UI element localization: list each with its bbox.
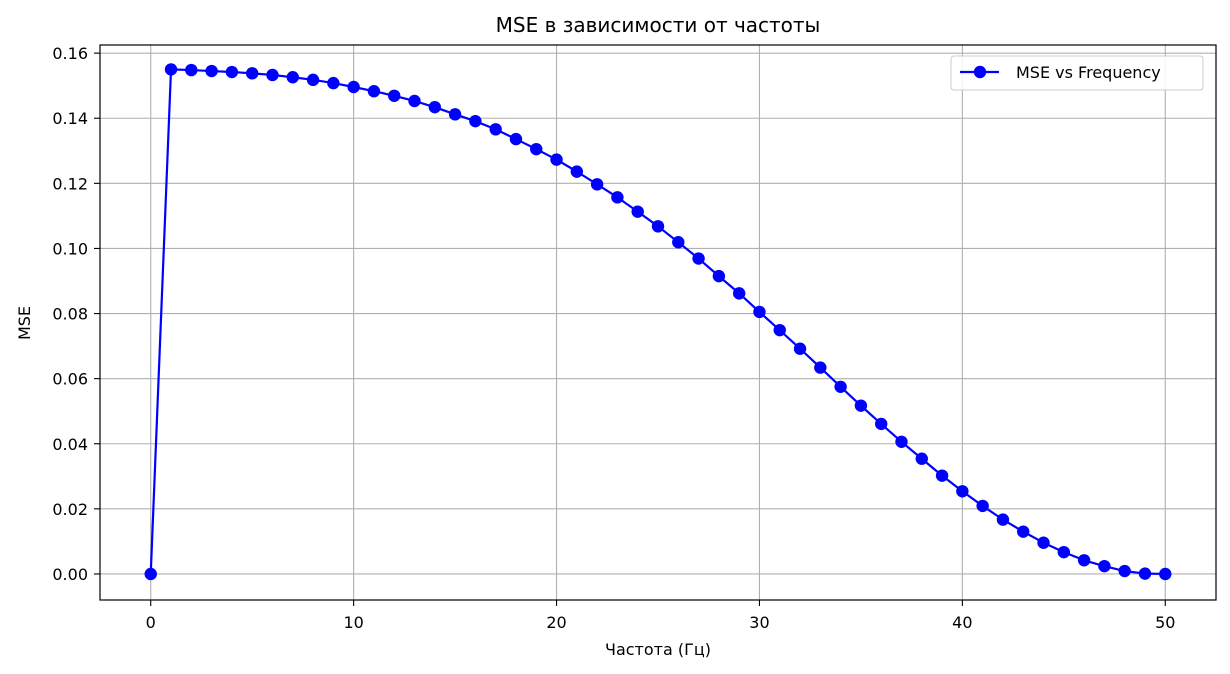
y-tick-label: 0.10 [52,239,88,258]
data-point [1057,545,1071,559]
y-tick-label: 0.02 [52,500,88,519]
data-point [205,64,218,78]
data-markers [144,63,1172,581]
x-tick-label: 40 [952,613,972,632]
x-tick-label: 30 [749,613,769,632]
data-point [144,567,157,581]
x-axis-ticks: 0 10 20 30 40 50 [146,600,1175,632]
y-axis-ticks: 0.00 0.02 0.04 0.06 0.08 0.10 0.12 0.14 0.16 [52,44,100,584]
legend: MSE vs Frequency [950,55,1204,91]
x-tick-label: 50 [1155,613,1175,632]
data-point [1077,554,1091,567]
data-point [306,73,320,87]
data-point [793,342,807,355]
data-point [773,323,786,337]
data-point [1138,567,1152,580]
series-mse-vs-frequency [144,63,1172,581]
data-point [1037,536,1050,549]
data-point [814,361,827,374]
data-point [428,100,441,114]
data-point [854,399,868,412]
series-line [149,68,1166,576]
data-point [550,153,563,166]
data-point [1159,567,1172,581]
data-point [469,114,482,128]
y-tick-label: 0.00 [52,565,88,584]
data-point [388,89,401,102]
x-tick-label: 0 [146,613,156,632]
y-tick-label: 0.14 [52,109,88,128]
y-tick-label: 0.06 [52,370,88,389]
data-point [611,191,624,204]
data-point [672,236,685,249]
x-axis-label: Частота (Гц) [605,640,711,659]
data-point [408,94,421,108]
legend-marker-sample [973,65,987,79]
data-point [327,76,340,90]
data-point [266,68,279,82]
axes-frame [99,44,1217,601]
data-point [651,220,665,233]
chart-title: MSE в зависимости от частоты [496,13,821,37]
data-point [590,178,604,191]
data-point [367,85,381,98]
data-point [976,499,989,513]
data-point [631,205,644,218]
legend-label: MSE vs Frequency [1016,63,1161,82]
data-point [509,132,523,146]
data-point [956,485,969,498]
data-point [530,142,543,156]
data-point [935,469,949,482]
data-point [1098,559,1111,573]
y-tick-label: 0.12 [52,174,88,193]
data-point [185,63,198,77]
data-point [1118,564,1131,578]
data-point [712,269,726,283]
legend-box [950,55,1204,91]
data-point [1017,525,1030,538]
data-point [996,513,1010,526]
y-tick-label: 0.16 [52,44,88,63]
data-point [286,71,299,84]
data-point [448,108,462,121]
y-tick-label: 0.08 [52,305,88,324]
data-point [347,80,360,94]
data-point [489,123,502,136]
data-point [875,417,888,431]
y-axis-label: MSE [15,306,34,340]
x-tick-label: 20 [546,613,566,632]
data-point [732,287,746,300]
data-point [225,65,239,79]
data-point [570,165,584,178]
data-point [895,435,908,449]
data-point [692,252,705,265]
data-point [915,452,928,465]
x-tick-label: 10 [343,613,363,632]
data-point [164,63,178,76]
data-point [245,67,259,80]
data-point [834,380,847,393]
data-point [753,305,766,319]
grid [100,45,1216,600]
y-tick-label: 0.04 [52,435,88,454]
